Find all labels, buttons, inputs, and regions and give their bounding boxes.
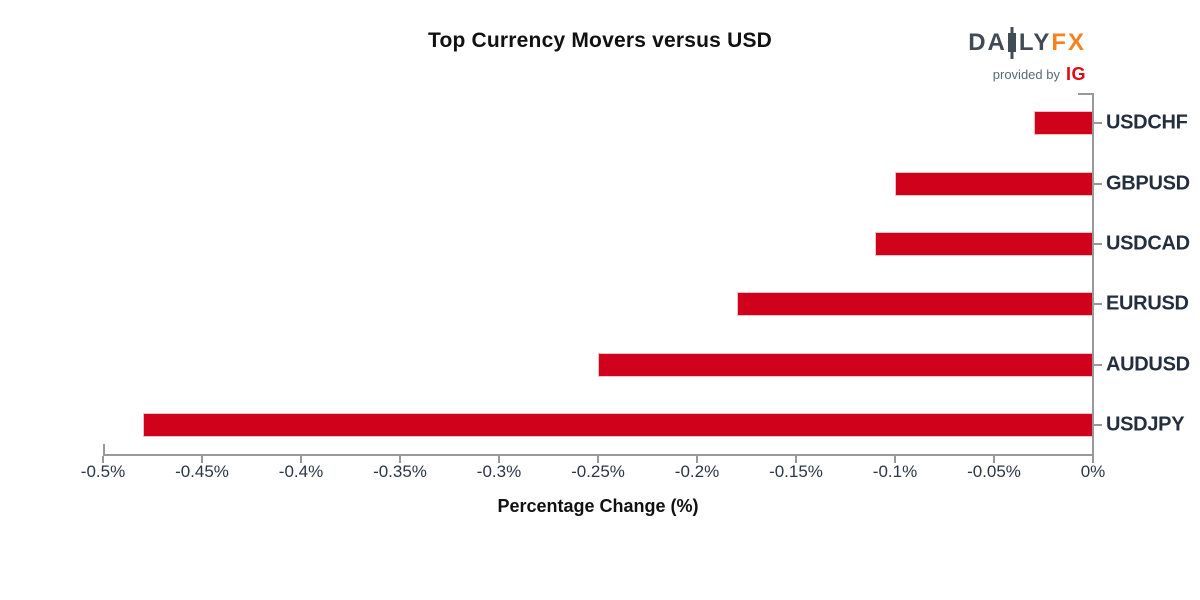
plot-area [103,93,1093,455]
value-axis-line [103,454,1094,456]
xtick-6 [696,456,698,463]
xtick-0 [102,456,104,463]
xtick-label-7: -0.15% [769,462,823,481]
xtick-label-5: -0.25% [571,462,625,481]
xtick-1 [201,456,203,463]
xtick-9 [993,456,995,463]
xtick-label-2: -0.4% [278,462,324,481]
xtick-3 [399,456,401,463]
xtick-label-8: -0.1% [872,462,918,481]
xtick-4 [498,456,500,463]
xtick-label-6: -0.2% [674,462,720,481]
ytick-eurusd [1094,303,1102,306]
x-axis-title: Percentage Change (%) [497,496,699,516]
xtick-label-9: -0.05% [967,462,1021,481]
bar-usdchf [1033,111,1093,136]
dailyfx-logo: DA LY FX provided by IG [968,27,1086,85]
chart-title: Top Currency Movers versus USD [427,29,773,52]
xtick-2 [300,456,302,463]
axis-top-cap [1078,93,1092,95]
bar-usdjpy [142,412,1093,437]
logo-text-ly: LY [1018,29,1052,56]
ytick-gbpusd [1094,182,1102,185]
bar-audusd [598,352,1093,377]
xtick-label-0: -0.5% [80,462,126,481]
xtick-7 [795,456,797,463]
ig-logo: IG [1065,64,1086,84]
xtick-label-4: -0.3% [476,462,522,481]
category-label-usdcad: USDCAD [1106,232,1190,255]
category-label-gbpusd: GBPUSD [1106,172,1190,194]
ytick-audusd [1094,363,1102,366]
xtick-5 [597,456,599,463]
xtick-label-1: -0.45% [175,462,229,481]
bar-eurusd [736,292,1093,317]
ytick-usdjpy [1094,423,1102,426]
xtick-label-10: 0% [1080,462,1106,481]
xtick-10 [1092,456,1094,463]
xtick-label-3: -0.35% [373,462,427,481]
category-axis-line [1092,93,1094,456]
bar-gbpusd [895,171,1093,196]
category-label-audusd: AUDUSD [1106,353,1190,375]
category-label-usdchf: USDCHF [1106,111,1188,134]
axis-left-cap [103,444,105,455]
logo-provided-by: provided by IG [968,64,1086,85]
logo-text-fx: FX [1051,29,1086,56]
xtick-8 [894,456,896,463]
dailyfx-wordmark: DA LY FX [968,27,1086,59]
bar-usdcad [875,231,1093,256]
ytick-usdcad [1094,242,1102,245]
category-label-eurusd: EURUSD [1106,292,1189,315]
provided-by-text: provided by [992,67,1060,82]
ytick-usdchf [1094,122,1102,125]
category-label-usdjpy: USDJPY [1106,413,1185,436]
candlestick-icon [1007,27,1016,59]
logo-text-da: DA [968,29,1007,56]
